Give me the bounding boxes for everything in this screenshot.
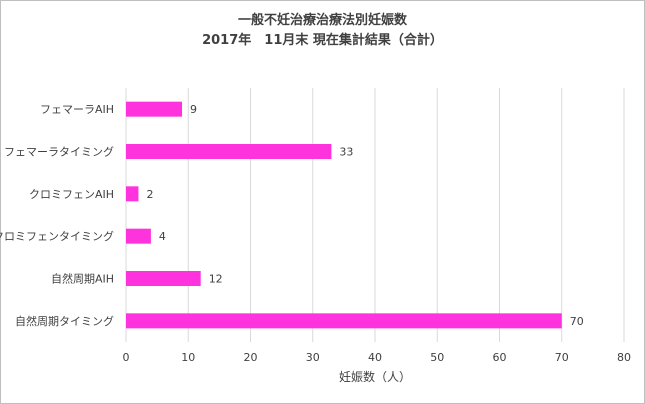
- data-label: 12: [209, 273, 223, 286]
- data-label: 33: [339, 146, 353, 159]
- bar: [126, 101, 183, 117]
- category-label: フェマーラタイミング: [4, 145, 114, 159]
- data-label: 4: [159, 230, 166, 243]
- data-label: 70: [570, 315, 584, 328]
- chart-title: 一般不妊治療治療法別妊娠数: [237, 13, 407, 28]
- bars: [126, 101, 562, 329]
- x-tick-label: 40: [368, 351, 382, 364]
- x-tick-label: 20: [244, 351, 258, 364]
- x-axis-label: 妊娠数（人）: [339, 369, 411, 384]
- x-tick-label: 30: [306, 351, 320, 364]
- x-tick-label: 0: [123, 351, 130, 364]
- bar: [126, 313, 562, 329]
- category-label: クロミフェンAIH: [29, 188, 114, 201]
- x-tick-label: 10: [181, 351, 195, 364]
- x-tick-label: 50: [430, 351, 444, 364]
- x-tick-label: 60: [493, 351, 507, 364]
- x-tick-label: 80: [617, 351, 631, 364]
- data-labels: 9 33 2 4 12 70: [146, 103, 583, 328]
- category-label: フェマーラAIH: [40, 103, 114, 116]
- bar: [126, 228, 151, 244]
- data-label: 9: [190, 103, 197, 116]
- category-label: クロミフェンタイミング: [0, 229, 114, 243]
- bar: [126, 271, 201, 286]
- category-label: 自然周期タイミング: [15, 314, 114, 328]
- data-label: 2: [146, 188, 153, 201]
- bar: [126, 144, 332, 159]
- x-tick-labels: 0 10 20 30 40 50 60 70 80: [123, 351, 632, 364]
- chart-subtitle: 2017年 11月末 現在集計結果（合計）: [202, 33, 443, 48]
- x-tick-label: 70: [555, 351, 569, 364]
- gridlines: [125, 88, 625, 342]
- category-label: 自然周期AIH: [51, 272, 114, 286]
- bar: [126, 186, 139, 202]
